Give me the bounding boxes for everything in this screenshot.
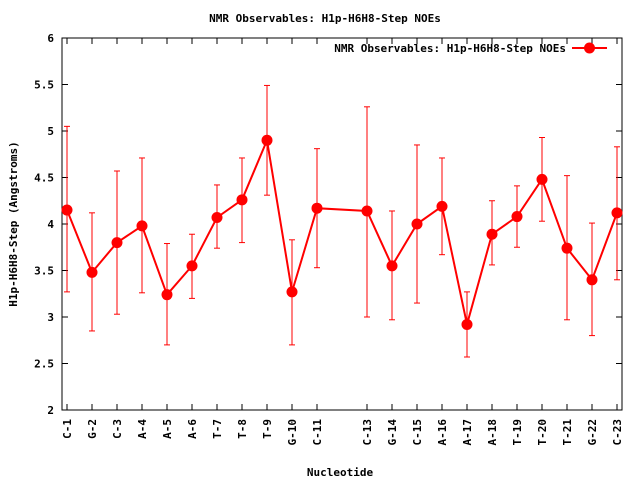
data-point: [586, 274, 598, 286]
data-points: [61, 134, 623, 330]
x-axis: C-1 G-2 C-3 A-4 A-5 A-6 T-7 T-8 T-9 G-10 C-11 C-13 G…: [61, 38, 624, 446]
data-point: [611, 207, 623, 219]
x-tick-label: T-19: [511, 419, 524, 446]
data-point: [436, 200, 448, 212]
x-tick-label: A-6: [186, 419, 199, 439]
data-point: [486, 228, 498, 240]
data-point: [261, 134, 273, 146]
legend-label: NMR Observables: H1p-H6H8-Step NOEs: [334, 42, 566, 55]
x-tick-label: A-16: [436, 419, 449, 446]
data-point: [511, 211, 523, 223]
y-tick-label: 4.5: [34, 172, 54, 185]
chart-title: NMR Observables: H1p-H6H8-Step NOEs: [209, 12, 441, 25]
x-tick-label: G-2: [86, 419, 99, 439]
x-tick-label: G-22: [586, 419, 599, 446]
x-tick-label: T-7: [211, 419, 224, 439]
x-tick-label: T-8: [236, 419, 249, 439]
data-point: [111, 237, 123, 249]
y-axis: 2 2.5 3 3.5 4 4.5 5 5.5 6: [34, 32, 622, 417]
data-point: [86, 266, 98, 278]
x-tick-label: A-4: [136, 419, 149, 439]
x-tick-label: C-15: [411, 419, 424, 446]
data-point: [286, 286, 298, 298]
y-tick-label: 5: [47, 125, 54, 138]
x-tick-label: C-3: [111, 419, 124, 439]
y-tick-label: 5.5: [34, 79, 54, 92]
x-tick-label: T-9: [261, 419, 274, 439]
data-point: [136, 220, 148, 232]
y-tick-label: 2: [47, 404, 54, 417]
x-tick-label: C-1: [61, 419, 74, 439]
x-tick-label: A-17: [461, 419, 474, 446]
x-tick-label: G-14: [386, 419, 399, 446]
x-tick-label: G-10: [286, 419, 299, 446]
data-point: [211, 211, 223, 223]
x-tick-label: C-11: [311, 419, 324, 446]
data-point: [236, 194, 248, 206]
y-tick-label: 3.5: [34, 265, 54, 278]
data-point: [61, 204, 73, 216]
legend: NMR Observables: H1p-H6H8-Step NOEs: [334, 42, 607, 55]
x-tick-label: A-18: [486, 419, 499, 446]
data-point: [561, 242, 573, 254]
data-point: [186, 260, 198, 272]
x-tick-label: T-21: [561, 419, 574, 446]
data-point: [311, 202, 323, 214]
x-axis-label: Nucleotide: [307, 466, 374, 479]
x-tick-label: C-23: [611, 419, 624, 446]
y-axis-label: H1p-H6H8-Step (Angstroms): [7, 141, 20, 307]
data-point: [411, 218, 423, 230]
data-point: [361, 205, 373, 217]
data-point: [161, 289, 173, 301]
legend-marker: [584, 42, 595, 54]
y-tick-label: 3: [47, 311, 54, 324]
x-tick-label: A-5: [161, 419, 174, 439]
data-point: [536, 173, 548, 185]
error-bars: [64, 84, 620, 358]
x-tick-label: C-13: [361, 419, 374, 446]
x-tick-label: T-20: [536, 419, 549, 446]
y-tick-label: 4: [47, 218, 54, 231]
y-tick-label: 2.5: [34, 358, 54, 371]
data-point: [461, 318, 473, 330]
series-line: [66, 136, 618, 325]
data-point: [386, 260, 398, 272]
y-tick-label: 6: [47, 32, 54, 45]
